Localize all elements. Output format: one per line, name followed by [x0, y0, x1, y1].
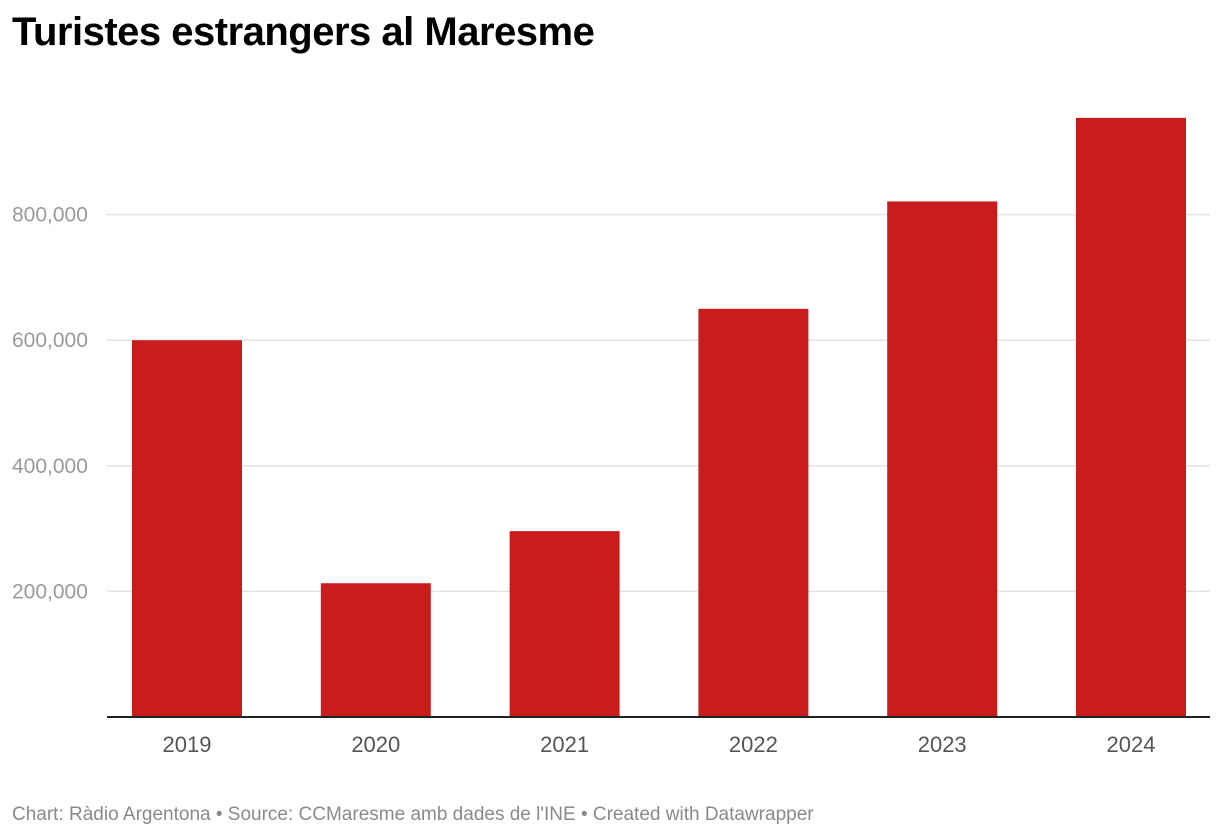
bars	[132, 117, 1186, 718]
bar-2023	[887, 201, 998, 718]
x-tick-label-2019: 2019	[163, 732, 212, 757]
bar-2020	[320, 583, 431, 717]
gridlines: 200,000 400,000 600,000 800,000	[12, 204, 1210, 603]
y-tick-label: 600,000	[12, 329, 88, 352]
x-tick-label-2020: 2020	[351, 732, 400, 757]
x-tick-label-2021: 2021	[540, 732, 589, 757]
bar-2022	[698, 308, 809, 717]
x-tick-label-2022: 2022	[729, 732, 778, 757]
bar-2021	[509, 531, 620, 717]
chart-title: Turistes estrangers al Maresme	[12, 10, 595, 54]
bar-2019	[132, 340, 242, 717]
x-tick-label-2023: 2023	[918, 732, 967, 757]
y-tick-label: 400,000	[12, 455, 88, 478]
x-tick-label-2024: 2024	[1107, 732, 1156, 757]
chart-footer: Chart: Ràdio Argentona • Source: CCMares…	[12, 804, 814, 825]
bar-2024	[1076, 117, 1186, 717]
bar-chart: 200,000 400,000 600,000 800,000 2019 2020 202…	[12, 117, 1210, 757]
y-tick-label: 800,000	[12, 204, 88, 227]
x-axis-labels: 2019 2020 2021 2022 2023 2024	[163, 732, 1156, 757]
y-tick-label: 200,000	[12, 580, 88, 603]
